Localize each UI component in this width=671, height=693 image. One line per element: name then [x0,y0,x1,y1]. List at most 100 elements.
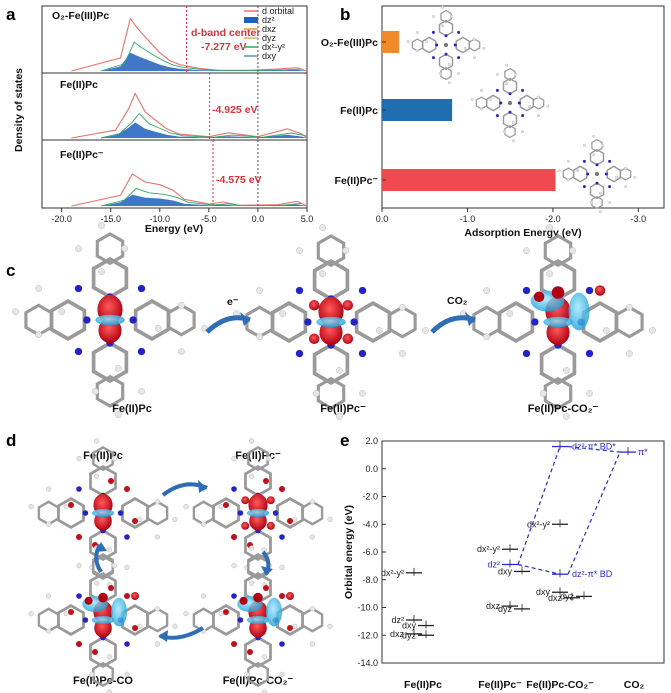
caption-c1: Fe(II)Pc [112,403,152,415]
orbital-ytick: -12.0 [357,630,378,640]
caption-d3: Fe(II)Pc-CO [73,675,133,687]
orbital-label: dxz [390,629,405,639]
dos-xtick: 5.0 [301,214,314,224]
molecule-feiipc-anion [233,224,429,420]
adsorption-bar [382,31,400,53]
mo-connector [517,446,561,565]
molecule-feiipc [12,222,208,418]
adsorption-xtick: -2.0 [545,214,561,224]
adsorption-category: Fe(II)Pc [340,105,378,117]
molecule-d1 [28,438,178,588]
adsorption-category: O₂-Fe(III)Pc [321,37,378,49]
dos-curve-dx2y2 [100,187,302,207]
adsorption-bar [382,169,556,191]
adsorption-bar [382,99,453,121]
orbital-label: dxz [486,601,501,611]
dos-curve-dx2y2 [100,41,302,72]
dband-value-3: -4.575 eV [216,174,262,186]
orbital-label: dyz [560,591,575,601]
panel-label-b: b [340,5,350,24]
orbital-label: dz² [487,559,500,569]
dos-curve-d [71,173,308,207]
dos-curve-d [71,92,308,139]
panel-d-catalytic-cycle: Fe(II)Pc Fe(II)Pc⁻ Fe(II)Pc-CO Fe(II)Pc-… [28,438,333,693]
arrow-c1-label: e⁻ [227,296,239,308]
dos-xtick: 0.0 [252,214,265,224]
legend-label: dxz [262,24,277,34]
orbital-ytick: -8.0 [362,575,378,585]
legend-label: dxy [262,51,277,61]
subplot-title-3: Fe(II)Pc⁻ [60,149,104,161]
orbital-label: dz²-π* BD* [572,442,616,452]
adsorption-xtick: -1.0 [460,214,476,224]
mo-connector [567,451,621,575]
caption-d1: Fe(II)Pc [83,450,123,462]
dos-curve-d [71,17,308,72]
orbital-ylabel: Orbital energy (eV) [343,505,355,599]
panel-b-adsorption-chart: O₂-Fe(III)Pc Fe(II)Pc Fe(II)Pc⁻ 0.0 -1.0 -2.… [321,5,665,239]
legend-label: dx²-y² [262,42,285,52]
orbital-label: dyz [402,630,417,640]
dos-xtick: -15.0 [100,214,121,224]
panel-label-c: c [6,261,15,280]
orbital-ytick: -4.0 [362,519,378,529]
panel-e-orbital-diagram: Orbital energy (eV) 2.0 0.0 -2.0 -4.0 -6.0 -8… [343,436,665,691]
mo-connector [567,445,621,453]
molecule-feiipc-co2 [460,224,656,420]
orbital-label: dxy [402,621,417,631]
mo-connector [517,563,561,575]
orbital-xcategory: Fe(II)Pc [404,679,442,691]
dband-value-2: -4.925 eV [212,104,258,116]
orbital-ytick: -10.0 [357,603,378,613]
caption-d4: Fe(II)Pc-CO₂⁻ [223,675,294,687]
molecule-thumbnail-3 [557,134,637,214]
orbital-label: dx²-y² [477,544,500,554]
dos-xtick: -5.0 [201,214,217,224]
dos-xtick: -20.0 [51,214,72,224]
adsorption-xlabel: Adsorption Energy (eV) [464,227,581,239]
orbital-label: dyz [498,604,513,614]
orbital-label: π* [638,447,648,457]
orbital-label: dxz [548,593,563,603]
legend-label: dyz [262,33,277,43]
dband-value-1: -7.277 eV [201,41,247,53]
molecule-thumbnail-2 [470,63,550,143]
orbital-label: dx²-y² [527,519,550,529]
panel-label-a: a [6,5,16,24]
panel-label-e: e [340,431,349,450]
molecule-d4 [183,545,333,693]
caption-d2: Fe(II)Pc⁻ [235,450,281,462]
orbital-label: dxy [536,587,551,597]
legend-label: dz² [262,15,275,25]
orbital-xcategory: Fe(II)Pc-CO₂⁻ [526,679,594,691]
dos-curve-dx2y2 [100,112,307,139]
dos-fill-dz2 [100,194,307,206]
adsorption-xtick: 0.0 [376,214,389,224]
panel-a-dos: Density of states Energy (eV) -20.0 -15.0… [13,5,314,235]
molecule-d3 [28,545,178,693]
dos-xlabel: Energy (eV) [145,223,203,235]
orbital-label: dxy [498,566,513,576]
dos-xtick: -10.0 [150,214,171,224]
dos-fill-dz2 [100,122,307,138]
caption-c3: Fe(II)Pc-CO₂⁻ [528,403,599,415]
panel-label-d: d [6,431,16,450]
orbital-ytick: 0.0 [365,464,378,474]
orbital-ytick: -6.0 [362,547,378,557]
dos-ylabel: Density of states [13,68,25,152]
orbital-label: dz²-π* BD [572,569,613,579]
orbital-ytick: -2.0 [362,492,378,502]
orbital-xcategory: CO₂ [624,679,645,691]
molecule-thumbnail-1 [406,5,486,85]
dos-fill-dz2 [100,52,307,71]
molecule-d2 [183,438,333,588]
orbital-label: dx²-y² [381,568,404,578]
adsorption-category: Fe(II)Pc⁻ [335,175,379,187]
subplot-title-2: Fe(II)Pc [60,79,98,91]
orbital-ytick: 2.0 [365,436,378,446]
legend-label: d orbital [262,6,294,16]
panel-c-spin-density: e⁻ CO₂ Fe(II)Pc Fe(II)Pc⁻ Fe(II)Pc-CO₂⁻ [12,222,656,420]
orbital-ytick: -14.0 [357,658,378,668]
